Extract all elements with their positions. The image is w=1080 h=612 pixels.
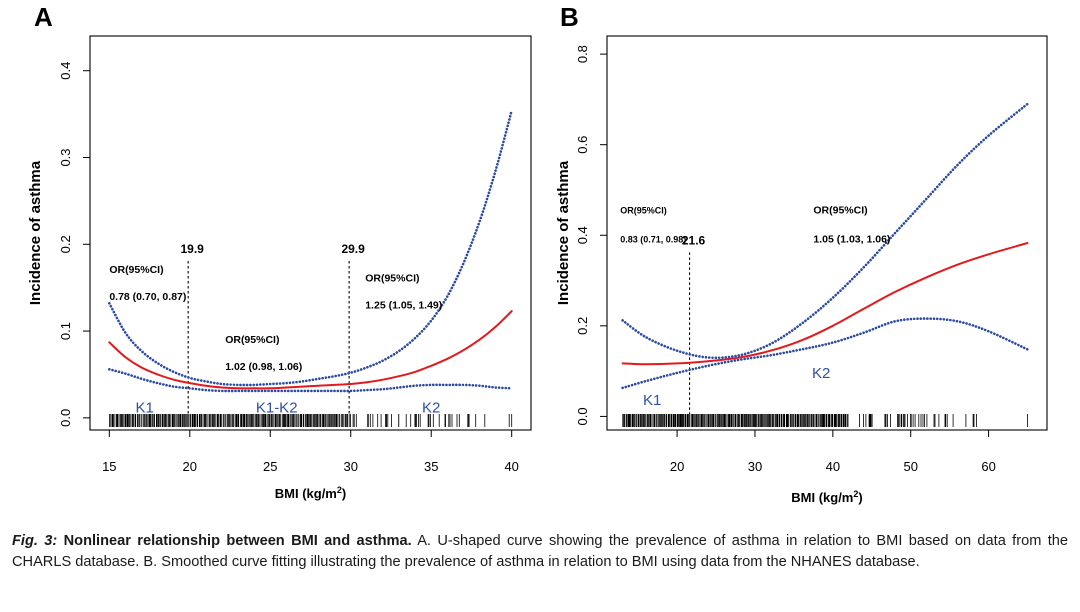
x-tick-label: 30 <box>344 459 358 474</box>
cutpoint-label: 29.9 <box>341 242 365 256</box>
cutpoint-label: 19.9 <box>180 242 204 256</box>
x-tick-label: 60 <box>981 459 995 474</box>
rug-ticks <box>622 414 1028 427</box>
caption-lead: Fig. 3: <box>12 533 58 549</box>
or-annotation: 0.83 (0.71, 0.98) <box>620 235 686 245</box>
or-annotation: 1.05 (1.03, 1.06) <box>813 234 890 246</box>
x-tick-label: 25 <box>263 459 277 474</box>
x-tick-label: 50 <box>903 459 917 474</box>
estimate-curve <box>108 310 513 390</box>
panel-b-rug <box>622 414 1028 427</box>
or-annotation: 0.78 (0.70, 0.87) <box>109 291 186 303</box>
segment-label: K2 <box>812 365 830 382</box>
segment-label: K1 <box>136 400 154 417</box>
or-annotation: 1.25 (1.05, 1.49) <box>365 300 442 312</box>
caption-title: Nonlinear relationship between BMI and a… <box>63 533 412 549</box>
y-tick-label: 0.3 <box>58 148 73 166</box>
segment-label: K2 <box>422 400 440 417</box>
ci-lower-curve <box>621 317 1029 390</box>
panel-b: B 20 30 40 50 60 0.0 0.2 0.4 0.6 0.8 BMI (kg/m2) Inc… <box>555 2 1048 505</box>
figure-canvas: A 15 20 25 30 35 40 0.0 0.1 0.2 0.3 0.4 BMI (kg/m2) I… <box>27 2 1048 505</box>
x-tick-label: 15 <box>102 459 116 474</box>
ci-upper-curve <box>108 109 513 387</box>
cutpoint-label: 21.6 <box>682 233 706 247</box>
panel-a-plot-frame <box>89 35 532 431</box>
panel-a-label: A <box>34 2 53 32</box>
y-tick-label: 0.1 <box>58 322 73 340</box>
panel-a-y-axis-title: Incidence of asthma <box>27 160 44 305</box>
ci-lower-curve <box>108 368 513 393</box>
x-tick-label: 20 <box>183 459 197 474</box>
panel-b-plot-frame <box>606 35 1048 431</box>
y-tick-label: 0.6 <box>575 136 590 154</box>
x-tick-label: 35 <box>424 459 438 474</box>
estimate-curve <box>621 242 1029 366</box>
or-annotation: OR(95%CI) <box>813 205 867 217</box>
panel-b-x-axis-title: BMI (kg/m2) <box>791 489 862 505</box>
or-annotation: OR(95%CI) <box>109 264 163 276</box>
or-annotation: OR(95%CI) <box>365 273 419 285</box>
panel-b-label: B <box>560 2 579 32</box>
y-tick-label: 0.4 <box>575 226 590 244</box>
or-annotation: 1.02 (0.98, 1.06) <box>225 361 302 373</box>
rug-ticks <box>109 414 513 427</box>
y-tick-label: 0.2 <box>575 317 590 335</box>
y-tick-label: 0.4 <box>58 62 73 80</box>
y-tick-label: 0.0 <box>58 409 73 427</box>
ci-upper-curve <box>621 102 1029 360</box>
x-tick-label: 40 <box>826 459 840 474</box>
segment-label: K1-K2 <box>256 400 298 417</box>
figure-caption: Fig. 3: Nonlinear relationship between B… <box>12 531 1068 573</box>
panel-a-x-axis-title: BMI (kg/m2) <box>275 485 346 501</box>
x-tick-label: 30 <box>748 459 762 474</box>
panel-b-y-axis-title: Incidence of asthma <box>555 160 572 305</box>
panel-a: A 15 20 25 30 35 40 0.0 0.1 0.2 0.3 0.4 BMI (kg/m2) I… <box>27 2 532 501</box>
x-tick-label: 40 <box>504 459 518 474</box>
y-tick-label: 0.8 <box>575 45 590 63</box>
panel-a-rug <box>109 414 513 427</box>
caption-body: A. U-shaped curve showing the prevalence… <box>12 533 1068 570</box>
x-tick-label: 20 <box>670 459 684 474</box>
y-tick-label: 0.0 <box>575 407 590 425</box>
y-tick-label: 0.2 <box>58 235 73 253</box>
segment-label: K1 <box>643 392 661 409</box>
or-annotation: OR(95%CI) <box>225 334 279 346</box>
or-annotation: OR(95%CI) <box>620 206 667 216</box>
